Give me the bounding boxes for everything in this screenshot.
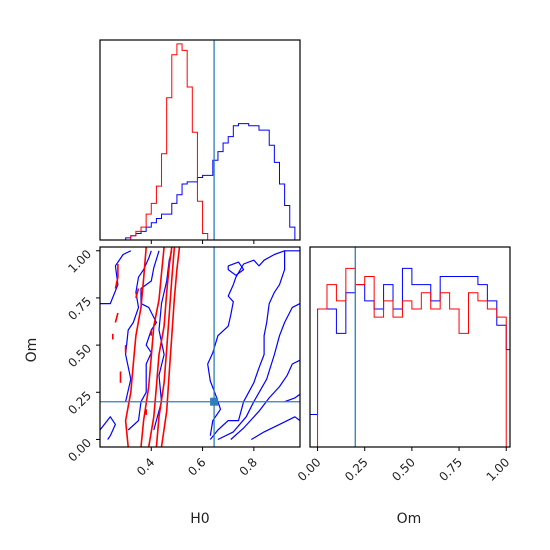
h0-hist-frame <box>99 39 301 241</box>
contour-blue-2 <box>230 359 300 440</box>
om-hist-frame <box>309 246 511 448</box>
contour-blue-5 <box>100 416 116 440</box>
om-x-tick-label: 0.50 <box>389 455 418 484</box>
x-axis-label-h0: H0 <box>190 511 209 527</box>
panel-joint-h0-om: 0.4 0.6 0.8 0.00 0.25 0.50 0.75 1.00 <box>65 246 301 479</box>
contour-red-3 <box>155 247 176 447</box>
panel-hist-om: 0.00 0.25 0.50 0.75 1.00 <box>295 246 513 484</box>
om-x-tick-label: 0.00 <box>295 455 324 484</box>
contour-red-1 <box>140 247 165 447</box>
joint-y-tick-label: 0.00 <box>65 436 94 465</box>
contour-red-5 <box>114 264 119 289</box>
contour-blue-9 <box>153 250 173 431</box>
contour-red-6 <box>114 312 119 323</box>
joint-y-tick-label: 0.75 <box>65 294 94 323</box>
contour-blue-11 <box>284 393 300 403</box>
om-hist-series-blue <box>309 267 511 447</box>
contour-red-2 <box>147 247 173 447</box>
joint-y-tick-label: 0.25 <box>65 389 94 418</box>
joint-y-tick-label: 1.00 <box>65 247 94 276</box>
joint-contours <box>100 247 300 447</box>
x-axis-label-om: Om <box>397 511 422 527</box>
joint-truth-marker <box>210 397 219 406</box>
om-x-tick-label: 0.25 <box>342 455 371 484</box>
om-x-tick-label: 0.75 <box>436 455 465 484</box>
contour-blue-4 <box>207 250 300 436</box>
contour-red-9 <box>135 288 140 299</box>
contour-red-4 <box>160 247 181 447</box>
h0-hist-series-blue <box>100 123 300 241</box>
panel-hist-h0 <box>99 39 301 244</box>
y-axis-label-om: Om <box>24 338 40 363</box>
joint-y-tick-label: 0.50 <box>65 341 94 370</box>
om-x-tick-label: 1.00 <box>484 455 513 484</box>
h0-hist-series-red <box>100 43 300 241</box>
contour-blue-7 <box>125 250 152 402</box>
om-hist-series-red <box>310 267 510 448</box>
contour-red-0 <box>124 247 147 447</box>
joint-x-tick-label: 0.8 <box>237 455 260 478</box>
joint-x-tick-label: 0.6 <box>185 455 208 478</box>
contour-blue-10 <box>227 261 245 276</box>
contour-blue-3 <box>250 416 300 441</box>
joint-frame <box>99 246 301 448</box>
contour-blue-6 <box>100 250 132 305</box>
contour-blue-1 <box>217 303 300 441</box>
joint-x-tick-label: 0.4 <box>134 455 157 478</box>
contour-blue-0 <box>209 250 286 440</box>
